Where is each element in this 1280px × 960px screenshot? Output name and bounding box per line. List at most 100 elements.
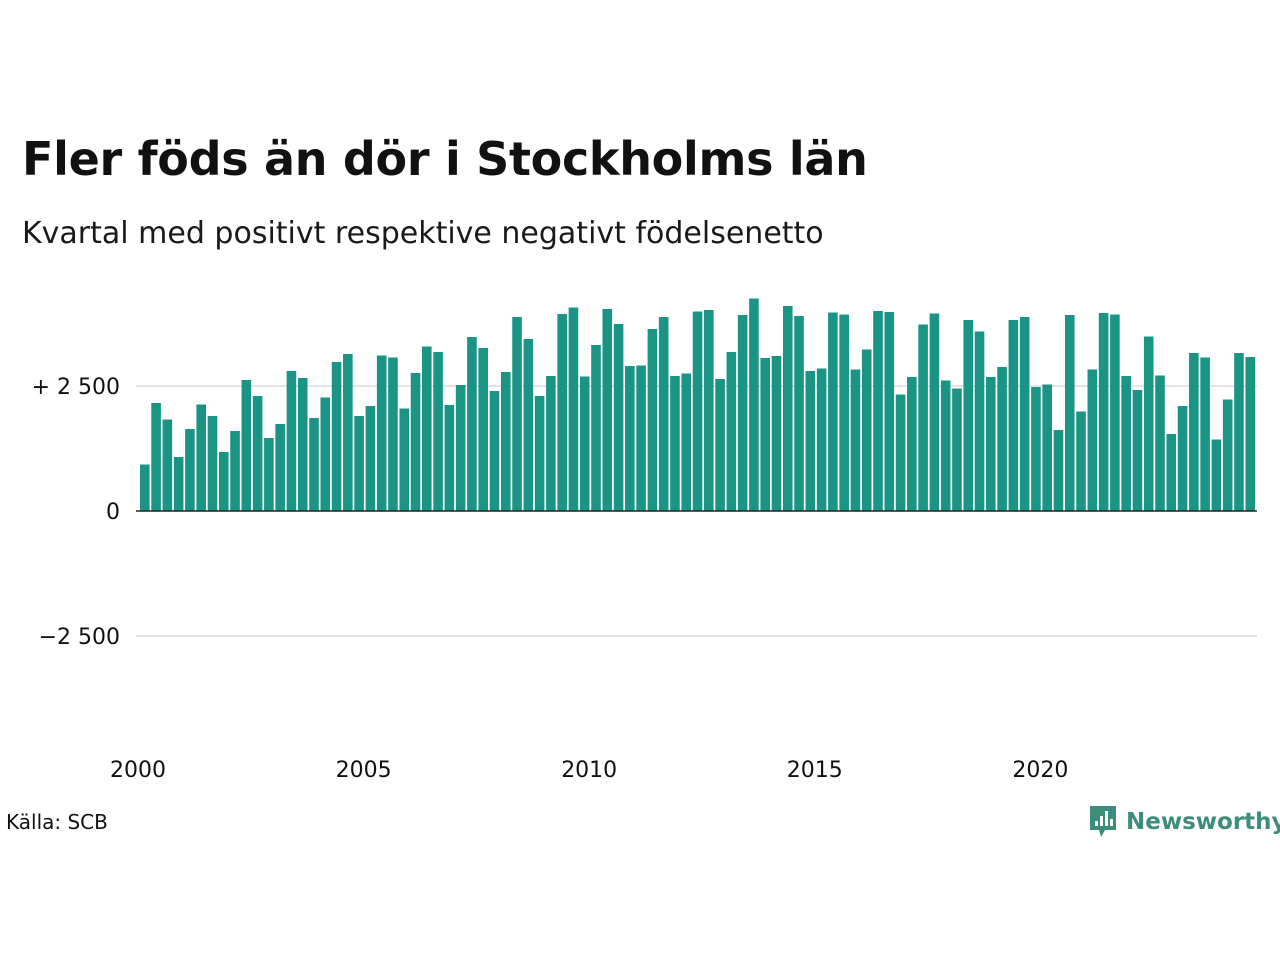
bar <box>805 371 816 511</box>
bar <box>467 337 477 511</box>
bar <box>861 349 872 511</box>
bar <box>602 309 613 511</box>
y-tick-label: 0 <box>106 500 120 525</box>
bar <box>895 394 906 511</box>
bar <box>173 457 184 511</box>
bar <box>1064 315 1075 511</box>
chart-title: Fler föds än dör i Stockholms län <box>22 132 868 186</box>
bar <box>647 329 658 511</box>
bar <box>1155 375 1165 511</box>
bar <box>455 385 466 511</box>
bar <box>512 317 522 511</box>
chart-subtitle: Kvartal med positivt respektive negativt… <box>22 216 824 251</box>
bar <box>1166 434 1177 511</box>
bar <box>286 371 297 511</box>
bar <box>1076 411 1086 511</box>
bar <box>771 356 782 511</box>
bar <box>1053 430 1064 511</box>
bar <box>1189 353 1199 511</box>
bar <box>534 396 545 511</box>
bar <box>839 314 849 511</box>
bar <box>658 317 669 511</box>
bar <box>636 365 646 511</box>
bar <box>365 406 376 511</box>
bar <box>579 376 590 511</box>
x-tick-label: 2010 <box>561 758 617 783</box>
bar <box>591 345 601 511</box>
bar <box>331 362 342 511</box>
source-note: Källa: SCB <box>6 810 108 834</box>
bar <box>1143 336 1154 511</box>
bar <box>737 315 748 511</box>
bar <box>940 380 951 511</box>
bar <box>500 372 511 511</box>
bar <box>309 418 319 511</box>
bar <box>952 388 962 511</box>
bar <box>963 320 974 511</box>
bar <box>196 404 206 511</box>
bar <box>275 424 285 511</box>
bar <box>162 419 173 511</box>
bar <box>625 366 635 511</box>
bar <box>749 298 759 511</box>
brand-logo: Newsworthy <box>1088 804 1280 840</box>
bar <box>1234 353 1244 511</box>
bar <box>354 416 364 511</box>
bar <box>1098 313 1109 511</box>
bar <box>715 379 725 511</box>
brand-name: Newsworthy <box>1126 809 1280 835</box>
bar <box>343 354 353 511</box>
bar <box>929 313 940 511</box>
y-tick-label: −2 500 <box>39 625 120 650</box>
bar <box>1200 357 1210 511</box>
bar <box>1019 317 1030 511</box>
bar <box>376 355 387 511</box>
x-tick-label: 2015 <box>787 758 843 783</box>
bar <box>546 376 556 511</box>
bar <box>1177 406 1188 511</box>
bar <box>399 408 410 511</box>
bar <box>1031 387 1041 511</box>
bar <box>907 377 917 511</box>
bar <box>997 367 1007 511</box>
bar <box>388 357 398 511</box>
bar <box>873 311 883 511</box>
bar <box>444 405 455 511</box>
bar <box>557 314 567 511</box>
bar <box>523 339 534 511</box>
bar <box>884 312 895 511</box>
bar <box>1121 376 1131 511</box>
bar <box>1008 320 1019 511</box>
bar <box>1042 384 1052 511</box>
bar <box>264 438 274 511</box>
bar <box>252 396 263 511</box>
bar <box>207 416 218 511</box>
bar <box>230 431 240 511</box>
bar <box>297 378 308 511</box>
x-tick-label: 2020 <box>1012 758 1068 783</box>
bar <box>1087 369 1098 511</box>
bar <box>568 307 579 511</box>
bar <box>681 373 692 511</box>
bar <box>760 358 770 511</box>
bar <box>692 311 703 511</box>
bar <box>726 352 737 511</box>
bar <box>320 397 331 511</box>
bar <box>782 306 793 511</box>
bar <box>1110 314 1120 511</box>
bar <box>1245 357 1256 511</box>
bar <box>794 316 804 511</box>
bar <box>828 312 838 511</box>
bar <box>218 452 229 511</box>
bar <box>1132 390 1143 511</box>
bar <box>1222 399 1233 511</box>
bar <box>489 391 500 511</box>
bar <box>140 464 150 511</box>
bar <box>850 369 861 511</box>
bar <box>986 377 996 511</box>
bar <box>1211 439 1222 511</box>
newsworthy-logo-icon <box>1090 806 1116 837</box>
bar <box>704 310 714 511</box>
bar <box>185 429 195 511</box>
